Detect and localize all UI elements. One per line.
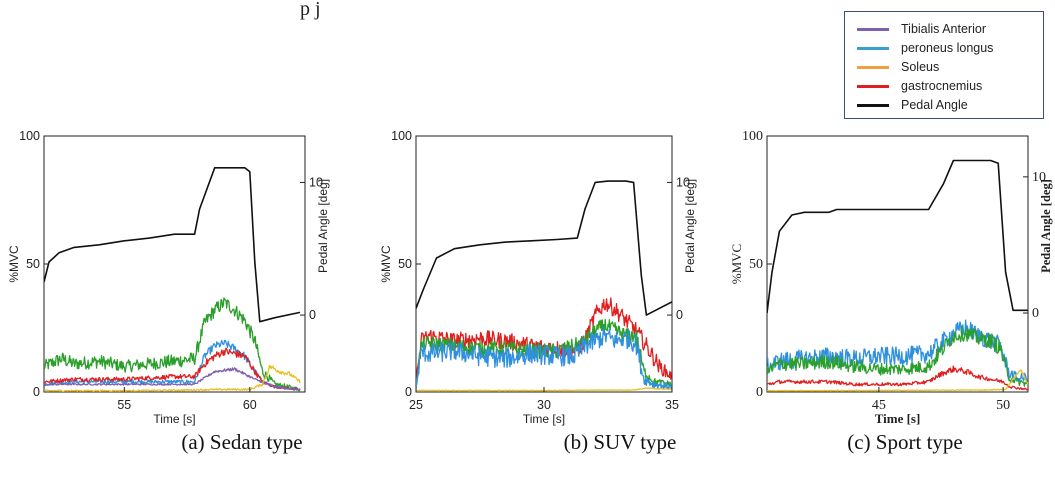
y-tick-label: 0 [756, 385, 763, 400]
x-tick-label: 50 [996, 398, 1010, 413]
x-tick-label: 35 [665, 398, 679, 412]
y-axis-label: %MVC [729, 244, 744, 284]
legend-swatch-soleus [857, 65, 889, 69]
chart-sedan: 55 60 0 50 100 0 10 Time [s] %MVC Pedal Angle [de… [7, 129, 330, 426]
cropped-header-text: p j [300, 0, 321, 20]
y-tick-label: 50 [26, 257, 40, 271]
y2-axis-label: Pedal Angle [deg] [683, 179, 697, 273]
series-line-green [44, 297, 301, 392]
legend-label-tibialis: Tibialis Anterior [901, 22, 986, 36]
legend-item-pedal-angle: Pedal Angle [857, 96, 968, 114]
x-axis-label: Time [s] [875, 411, 921, 426]
caption-sedan: (a) Sedan type [181, 430, 303, 454]
x-tick-label: 55 [117, 398, 131, 412]
legend-item-peroneus: peroneus longus [857, 39, 993, 57]
y2-tick-label: 10 [309, 175, 323, 189]
series-line-pedal [767, 159, 1028, 314]
chart-sport: 45 50 0 50 100 0 10 Time [s] %MVC Pedal Angle [de… [729, 129, 1053, 426]
legend: Tibialis Anterior peroneus longus Soleus… [844, 11, 1044, 119]
y2-tick-label: 0 [1032, 306, 1039, 321]
caption-suv: (b) SUV type [563, 430, 677, 454]
y-tick-label: 100 [391, 129, 412, 143]
y2-tick-label: 0 [309, 308, 316, 322]
x-axis-label: Time [s] [153, 412, 195, 426]
series-line-soleus [44, 364, 301, 392]
x-tick-label: 25 [409, 398, 423, 412]
legend-swatch-pedal-angle [857, 103, 889, 107]
legend-swatch-gastrocnemius [857, 84, 889, 88]
legend-swatch-peroneus [857, 46, 889, 50]
legend-label-peroneus: peroneus longus [901, 41, 994, 55]
y-tick-label: 50 [749, 257, 763, 272]
y2-tick-label: 10 [1032, 170, 1046, 185]
plot-frame [43, 135, 306, 393]
legend-item-gastrocnemius: gastrocnemius [857, 77, 982, 95]
series-line-peroneus [416, 326, 672, 391]
series-line-pedal [44, 167, 301, 323]
x-tick-label: 60 [243, 398, 257, 412]
y-tick-label: 100 [742, 129, 763, 144]
y2-axis-label: Pedal Angle [deg] [1039, 179, 1053, 273]
y-tick-label: 100 [19, 129, 40, 143]
y-tick-label: 0 [405, 385, 412, 399]
series-line-green [767, 325, 1028, 387]
y-tick-label: 0 [33, 385, 40, 399]
y2-axis-label: Pedal Angle [deg] [316, 179, 330, 273]
series-line-gastro [44, 347, 301, 391]
legend-label-gastrocnemius: gastrocnemius [901, 79, 983, 93]
series-line-tibialis [44, 367, 301, 391]
legend-item-soleus: Soleus [857, 58, 939, 76]
x-axis-label: Time [s] [523, 412, 565, 426]
y-axis-label: %MVC [7, 245, 21, 283]
series-line-soleus [767, 369, 1028, 392]
chart-suv: 25 30 35 0 50 100 0 10 Time [s] %MVC Pedal Angle [… [379, 129, 697, 426]
series-line-gastro [767, 365, 1028, 391]
legend-label-pedal-angle: Pedal Angle [901, 98, 968, 112]
series-line-peroneus [767, 319, 1028, 385]
legend-item-tibialis: Tibialis Anterior [857, 20, 986, 38]
legend-swatch-tibialis [857, 27, 889, 31]
x-tick-label: 30 [537, 398, 551, 412]
caption-sport: (c) Sport type [847, 430, 963, 454]
legend-label-soleus: Soleus [901, 60, 940, 74]
y2-tick-label: 0 [676, 308, 683, 322]
y-tick-label: 50 [398, 257, 412, 271]
y-axis-label: %MVC [379, 245, 393, 283]
x-tick-label: 45 [872, 398, 886, 413]
y2-tick-label: 10 [676, 175, 690, 189]
series-line-pedal [416, 180, 672, 316]
